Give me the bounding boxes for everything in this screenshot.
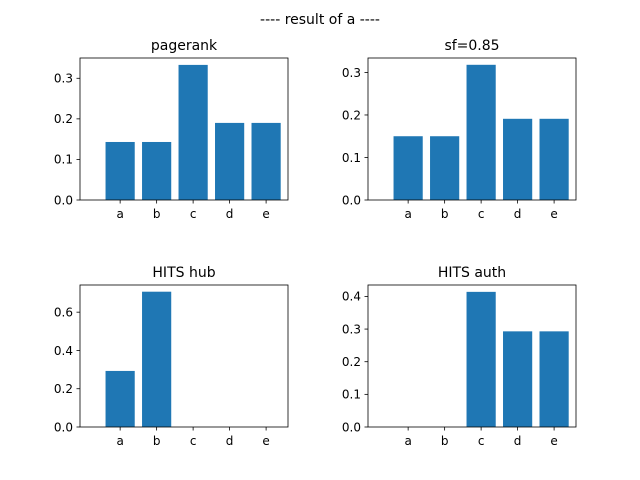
ytick-label-sf-0: 0.0 bbox=[342, 193, 361, 207]
ytick-label-pagerank-3: 0.3 bbox=[54, 72, 73, 86]
bar-sf-c bbox=[466, 64, 496, 200]
xtick-label-sf-b: b bbox=[441, 207, 449, 221]
ytick-label-pagerank-0: 0.0 bbox=[54, 193, 73, 207]
bar-hits-auth-d bbox=[503, 331, 533, 427]
ytick-label-hits-auth-3: 0.3 bbox=[342, 322, 361, 336]
xtick-label-hits-auth-e: e bbox=[550, 434, 557, 448]
chart-title-sf: sf=0.85 bbox=[444, 38, 499, 54]
axes-frame-hits-hub bbox=[79, 284, 289, 428]
xtick-label-pagerank-a: a bbox=[116, 207, 123, 221]
bar-pagerank-b bbox=[142, 141, 172, 200]
ytick-label-sf-1: 0.1 bbox=[342, 151, 361, 165]
axes-frame-pagerank bbox=[79, 57, 289, 201]
figure-suptitle: ---- result of a ---- bbox=[260, 12, 380, 28]
xtick-label-hits-auth-a: a bbox=[404, 434, 411, 448]
xtick-label-hits-auth-d: d bbox=[514, 434, 522, 448]
ytick-label-sf-2: 0.2 bbox=[342, 108, 361, 122]
bar-hits-hub-b bbox=[142, 291, 172, 427]
xtick-label-sf-a: a bbox=[404, 207, 411, 221]
ytick-label-hits-hub-1: 0.2 bbox=[54, 382, 73, 396]
xtick-label-pagerank-b: b bbox=[153, 207, 161, 221]
ytick-label-hits-hub-2: 0.4 bbox=[54, 344, 73, 358]
bar-hits-auth-c bbox=[466, 291, 496, 427]
xtick-label-hits-auth-b: b bbox=[441, 434, 449, 448]
chart-title-pagerank: pagerank bbox=[151, 38, 218, 54]
ytick-label-hits-auth-2: 0.2 bbox=[342, 355, 361, 369]
xtick-label-hits-hub-b: b bbox=[153, 434, 161, 448]
ytick-label-hits-hub-0: 0.0 bbox=[54, 420, 73, 434]
axes-frame-sf bbox=[367, 57, 577, 201]
xtick-label-hits-hub-c: c bbox=[190, 434, 197, 448]
chart-sf: a b c d e 0.0 0.1 0.2 0.3 sf=0.85 bbox=[342, 38, 577, 221]
axes-frame-hits-auth bbox=[367, 284, 577, 428]
chart-hits-hub: a b c d e 0.0 0.2 0.4 0.6 HITS hub bbox=[54, 265, 289, 448]
bar-pagerank-a bbox=[105, 141, 135, 200]
ytick-label-hits-auth-1: 0.1 bbox=[342, 388, 361, 402]
xtick-label-pagerank-c: c bbox=[190, 207, 197, 221]
xtick-label-hits-hub-e: e bbox=[262, 434, 269, 448]
ytick-label-hits-auth-4: 0.4 bbox=[342, 290, 361, 304]
chart-title-hits-auth: HITS auth bbox=[438, 265, 506, 281]
ytick-label-sf-3: 0.3 bbox=[342, 66, 361, 80]
ytick-label-hits-auth-0: 0.0 bbox=[342, 420, 361, 434]
xtick-label-hits-hub-d: d bbox=[226, 434, 234, 448]
bar-pagerank-d bbox=[215, 122, 245, 200]
chart-title-hits-hub: HITS hub bbox=[152, 265, 215, 281]
bar-pagerank-c bbox=[178, 64, 208, 201]
ytick-label-pagerank-1: 0.1 bbox=[54, 153, 73, 167]
xtick-label-pagerank-e: e bbox=[262, 207, 269, 221]
chart-hits-auth: a b c d e 0.0 0.1 0.2 0.3 0.4 HITS auth bbox=[342, 265, 577, 448]
bar-sf-d bbox=[503, 118, 533, 200]
bar-sf-e bbox=[539, 118, 569, 200]
xtick-label-sf-d: d bbox=[514, 207, 522, 221]
xtick-label-sf-c: c bbox=[478, 207, 485, 221]
xtick-label-hits-hub-a: a bbox=[116, 434, 123, 448]
xtick-label-sf-e: e bbox=[550, 207, 557, 221]
bar-sf-a bbox=[393, 136, 423, 200]
xtick-label-pagerank-d: d bbox=[226, 207, 234, 221]
bar-sf-b bbox=[430, 136, 460, 200]
ytick-label-pagerank-2: 0.2 bbox=[54, 112, 73, 126]
bar-hits-auth-e bbox=[539, 331, 569, 427]
bar-hits-hub-a bbox=[105, 370, 135, 427]
xtick-label-hits-auth-c: c bbox=[478, 434, 485, 448]
bar-pagerank-e bbox=[251, 122, 281, 200]
ytick-label-hits-hub-3: 0.6 bbox=[54, 305, 73, 319]
chart-pagerank: a b c d e 0.0 0.1 0.2 0.3 pagerank bbox=[54, 38, 289, 221]
